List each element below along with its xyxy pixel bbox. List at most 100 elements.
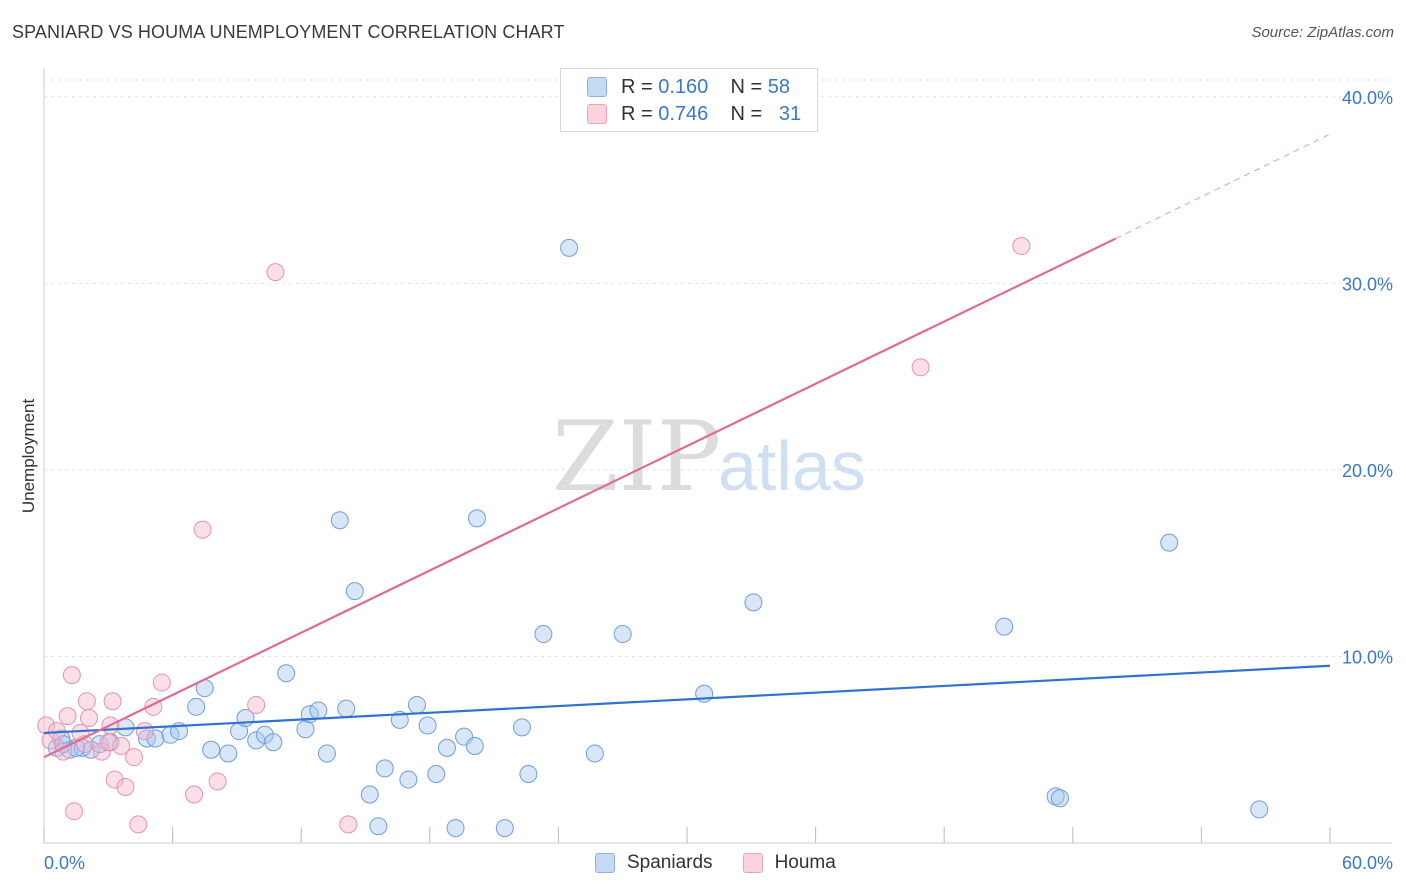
spaniards-point	[437, 738, 456, 757]
spaniards-point	[146, 729, 165, 748]
spaniards-point	[418, 716, 437, 735]
chart-title: SPANIARD VS HOUMA UNEMPLOYMENT CORRELATI…	[12, 22, 565, 42]
houma-point	[135, 722, 154, 741]
houma-points	[37, 237, 1031, 834]
spaniards-point	[519, 764, 538, 783]
spaniards-point	[375, 759, 394, 778]
legend-r-label: R =	[621, 102, 653, 125]
spaniards-points	[47, 238, 1269, 838]
houma-point	[129, 815, 148, 834]
houma-point	[65, 802, 84, 821]
tick-labels: 10.0% 20.0% 30.0% 40.0% 0.0% 60.0%	[44, 88, 1393, 873]
x-tick-label-min: 0.0%	[44, 853, 85, 873]
watermark: ZIP atlas	[552, 401, 866, 513]
legend-swatch-houma	[742, 853, 763, 873]
houma-point	[37, 716, 56, 735]
legend-swatch-houma	[587, 104, 607, 124]
axes	[43, 68, 1392, 844]
houma-point	[92, 742, 111, 761]
spaniards-point	[369, 817, 388, 836]
legend-label-houma: Houma	[774, 852, 836, 873]
spaniards-point	[744, 593, 763, 612]
houma-point	[125, 748, 144, 767]
spaniards-point	[309, 701, 328, 720]
spaniards-point	[534, 625, 553, 644]
spaniards-point	[512, 718, 531, 737]
legend-r-label: R =	[621, 75, 653, 98]
legend-n-value: 58	[767, 75, 791, 98]
spaniards-point	[317, 744, 336, 763]
legend-r-value: 0.160	[658, 75, 709, 98]
spaniards-point	[1160, 533, 1179, 552]
spaniards-point	[337, 699, 356, 718]
houma-point	[62, 666, 81, 685]
legend-item-houma[interactable]: Houma	[742, 852, 836, 874]
houma-point	[1012, 237, 1031, 256]
legend-swatch-spaniards	[595, 853, 615, 873]
spaniards-point	[465, 736, 484, 755]
houma-point	[112, 736, 131, 755]
legend-n-label: N =	[730, 102, 763, 125]
spaniards-point	[187, 697, 206, 716]
source-label: Source: ZipAtlas.com	[1251, 24, 1394, 41]
y-axis-label: Unemployment	[19, 399, 38, 514]
spaniards-point	[427, 764, 446, 783]
spaniards-point	[446, 819, 465, 838]
watermark-atlas: atlas	[718, 427, 866, 505]
spaniards-point	[345, 582, 364, 601]
spaniards-point	[1050, 789, 1069, 808]
legend-label-spaniards: Spaniards	[627, 852, 713, 873]
houma-point	[77, 692, 96, 711]
spaniards-point	[1250, 800, 1269, 819]
houma-point	[208, 772, 227, 791]
spaniards-point	[264, 733, 283, 752]
legend-r-value: 0.746	[658, 102, 709, 125]
houma-point	[105, 770, 124, 789]
spaniards-point	[399, 770, 418, 789]
legend-item-spaniards[interactable]: Spaniards	[595, 852, 713, 874]
spaniards-point	[330, 511, 349, 530]
correlation-legend: R = 0.160 N = 58 R = 0.746 N = 31	[560, 68, 818, 132]
houma-point	[103, 692, 122, 711]
y-tick-label: 30.0%	[1342, 274, 1393, 294]
legend-swatch-spaniards	[587, 77, 607, 97]
spaniards-point	[360, 785, 379, 804]
houma-point	[58, 707, 77, 726]
houma-trend-extension	[1115, 133, 1331, 240]
trend-lines	[43, 133, 1331, 759]
y-tick-label: 10.0%	[1342, 647, 1393, 667]
houma-point	[339, 815, 358, 834]
houma-point	[193, 520, 212, 539]
legend-row-spaniards: R = 0.160 N = 58	[587, 74, 790, 100]
houma-point	[116, 778, 135, 797]
watermark-zip: ZIP	[552, 401, 721, 513]
series-legend: Spaniards Houma	[595, 852, 866, 874]
legend-row-houma: R = 0.746 N = 31	[587, 101, 801, 127]
spaniards-point	[995, 617, 1014, 636]
spaniards-point	[585, 744, 604, 763]
spaniards-point	[495, 819, 514, 838]
gridlines	[44, 79, 1390, 657]
x-tick-label-max: 60.0%	[1342, 853, 1393, 873]
houma-point	[266, 263, 285, 282]
spaniards-point	[296, 720, 315, 739]
spaniards-point	[560, 238, 579, 257]
spaniards-point	[202, 740, 221, 759]
spaniards-trend-line	[43, 664, 1331, 735]
y-tick-label: 20.0%	[1342, 461, 1393, 481]
houma-point	[152, 673, 171, 692]
legend-n-value: 31	[778, 102, 802, 125]
houma-point	[80, 709, 99, 728]
houma-point	[911, 358, 930, 377]
houma-point	[247, 695, 266, 714]
spaniards-point	[277, 664, 296, 683]
spaniards-point	[467, 509, 486, 528]
spaniards-point	[613, 625, 632, 644]
spaniards-point	[407, 695, 426, 714]
houma-trend-line	[43, 237, 1117, 759]
legend-n-label: N =	[730, 75, 763, 98]
y-tick-label: 40.0%	[1342, 88, 1393, 108]
houma-point	[185, 785, 204, 804]
spaniards-point	[219, 744, 238, 763]
